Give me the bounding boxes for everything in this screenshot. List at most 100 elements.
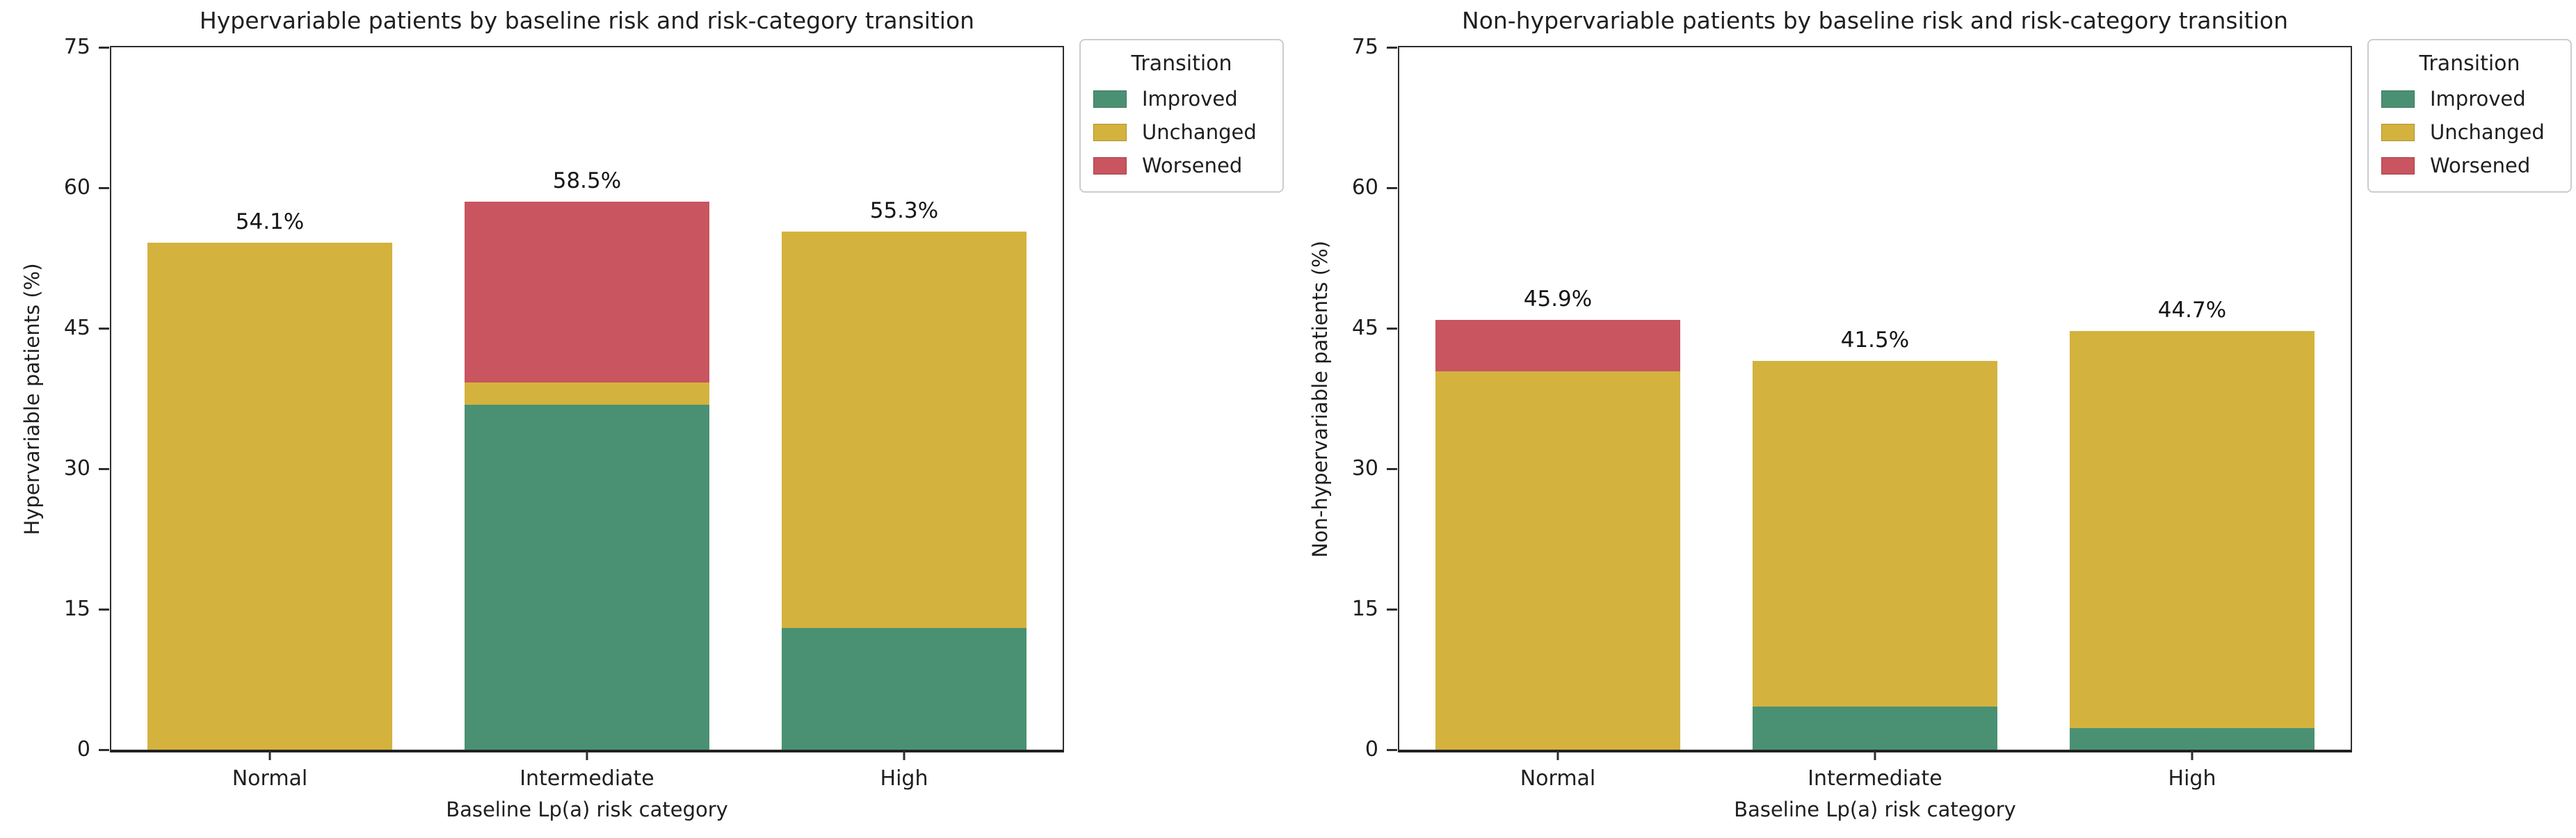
y-tick-mark	[1387, 749, 1397, 751]
stacked-bar-normal	[1435, 319, 1680, 750]
legend-swatch-unchanged-icon	[1093, 123, 1127, 141]
chart-title: Hypervariable patients by baseline risk …	[199, 7, 975, 34]
bar-segment-unchanged	[2070, 331, 2315, 729]
bar-segment-improved	[2070, 728, 2315, 750]
legend-swatch-improved-icon	[2381, 90, 2415, 108]
y-tick-value: 0	[77, 737, 90, 762]
x-tick-value: Intermediate	[520, 766, 654, 791]
y-tick-mark	[99, 187, 109, 189]
x-tick-mark	[586, 751, 588, 760]
bar-segment-unchanged	[782, 232, 1027, 628]
y-axis-label: Non-hypervariable patients (%)	[1308, 241, 1332, 558]
y-tick-mark	[99, 749, 109, 751]
legend-entry-improved: Improved	[2381, 87, 2558, 111]
legend-entries: Improved Unchanged Worsened	[2381, 87, 2558, 177]
y-tick-mark	[1387, 468, 1397, 470]
x-tick-mark	[903, 751, 905, 760]
bar-segment-unchanged	[465, 382, 709, 405]
bar-slot-normal: 45.9%	[1399, 47, 1716, 750]
y-tick-mark	[1387, 328, 1397, 330]
x-tick-mark	[2191, 751, 2193, 760]
bars-container: 45.9% 41.5% 44.7%	[1399, 47, 2351, 750]
bar-segment-unchanged	[1435, 371, 1680, 750]
y-axis-ticks: 0 15 30 45 60 75	[1352, 37, 2351, 760]
legend-swatch-improved-icon	[1093, 90, 1127, 108]
legend-title: Transition	[1131, 51, 1232, 76]
chart-hypervariable: Hypervariable patients by baseline risk …	[20, 7, 1284, 821]
y-tick-mark	[1387, 47, 1397, 49]
y-tick-value: 15	[1351, 597, 1378, 621]
x-axis-ticks: Normal Intermediate High	[1399, 47, 2351, 791]
y-axis-ticks: 0 15 30 45 60 75	[64, 37, 1063, 760]
legend-entry-label: Worsened	[1142, 154, 1243, 177]
chart-title: Non-hypervariable patients by baseline r…	[1462, 7, 2288, 34]
bar-total-label: 54.1%	[235, 209, 305, 235]
legend-entry-improved: Improved	[1093, 87, 1270, 111]
x-axis-label: Baseline Lp(a) risk category	[1734, 798, 2016, 821]
bar-total-label: 44.7%	[2157, 298, 2227, 323]
y-axis-label: Hypervariable patients (%)	[20, 263, 44, 535]
legend-entry-label: Unchanged	[1142, 120, 1257, 144]
bar-slot-high: 55.3%	[746, 47, 1063, 750]
x-tick-value: Intermediate	[1808, 766, 1942, 791]
bar-segment-worsened	[1435, 319, 1680, 371]
bars-container: 54.1% 58.5% 55.3%	[111, 47, 1063, 750]
legend-entry-label: Unchanged	[2430, 120, 2545, 144]
stacked-bar-normal	[147, 243, 392, 750]
x-tick-mark	[268, 751, 271, 760]
legend-entry-unchanged: Unchanged	[1093, 120, 1270, 144]
bar-segment-worsened	[465, 202, 709, 383]
x-tick-value: High	[880, 766, 928, 791]
legend: Transition Improved Unchanged Worsened	[1079, 39, 1284, 193]
y-tick-value: 15	[63, 597, 90, 621]
bar-slot-normal: 54.1%	[111, 47, 428, 750]
bar-segment-improved	[1753, 707, 1997, 750]
legend-entry-label: Worsened	[2430, 154, 2531, 177]
stacked-bar-high	[2070, 331, 2315, 750]
y-tick-value: 60	[1351, 175, 1378, 200]
x-tick-value: Normal	[1520, 766, 1596, 791]
bar-slot-intermediate: 58.5%	[428, 47, 746, 750]
bar-slot-high: 44.7%	[2034, 47, 2351, 750]
y-tick-mark	[99, 468, 109, 470]
y-tick-value: 75	[63, 35, 90, 59]
x-axis-ticks: Normal Intermediate High	[111, 47, 1063, 791]
y-tick-mark	[99, 609, 109, 611]
bar-total-label: 58.5%	[552, 168, 622, 194]
bar-segment-unchanged	[147, 243, 392, 750]
x-tick-mark	[1556, 751, 1559, 760]
x-axis-label: Baseline Lp(a) risk category	[446, 798, 728, 821]
legend-swatch-worsened-icon	[1093, 156, 1127, 175]
legend-title: Transition	[2419, 51, 2520, 76]
legend-entry-label: Improved	[2430, 87, 2526, 111]
stacked-bar-intermediate	[465, 202, 709, 750]
legend-swatch-worsened-icon	[2381, 156, 2415, 175]
bar-total-label: 55.3%	[869, 198, 939, 224]
bar-segment-unchanged	[1753, 361, 1997, 707]
y-tick-value: 45	[63, 316, 90, 340]
y-tick-mark	[1387, 187, 1397, 189]
stacked-bar-high	[782, 232, 1027, 750]
x-tick-mark	[1874, 751, 1876, 760]
stacked-bar-intermediate	[1753, 361, 1997, 750]
chart-non-hypervariable: Non-hypervariable patients by baseline r…	[1288, 0, 2576, 838]
y-tick-mark	[1387, 609, 1397, 611]
plot-area: 0 15 30 45 60 75 45.9% 41.5% 44.7% Normal Interm…	[1352, 37, 2352, 791]
bar-slot-intermediate: 41.5%	[1716, 47, 2034, 750]
bar-segment-improved	[465, 405, 709, 750]
y-tick-value: 75	[1351, 35, 1378, 59]
y-tick-value: 60	[63, 175, 90, 200]
legend-swatch-unchanged-icon	[2381, 123, 2415, 141]
bar-total-label: 41.5%	[1840, 328, 1910, 353]
legend-entry-unchanged: Unchanged	[2381, 120, 2558, 144]
legend-entries: Improved Unchanged Worsened	[1093, 87, 1270, 177]
bar-total-label: 45.9%	[1523, 286, 1593, 312]
bar-segment-improved	[782, 627, 1027, 750]
plot-area: 0 15 30 45 60 75 54.1% 58.5% 55.3% Normal Interm…	[64, 37, 1064, 791]
legend-entry-worsened: Worsened	[1093, 154, 1270, 177]
legend-entry-worsened: Worsened	[2381, 154, 2558, 177]
y-tick-mark	[99, 47, 109, 49]
y-tick-mark	[99, 328, 109, 330]
legend-entry-label: Improved	[1142, 87, 1238, 111]
